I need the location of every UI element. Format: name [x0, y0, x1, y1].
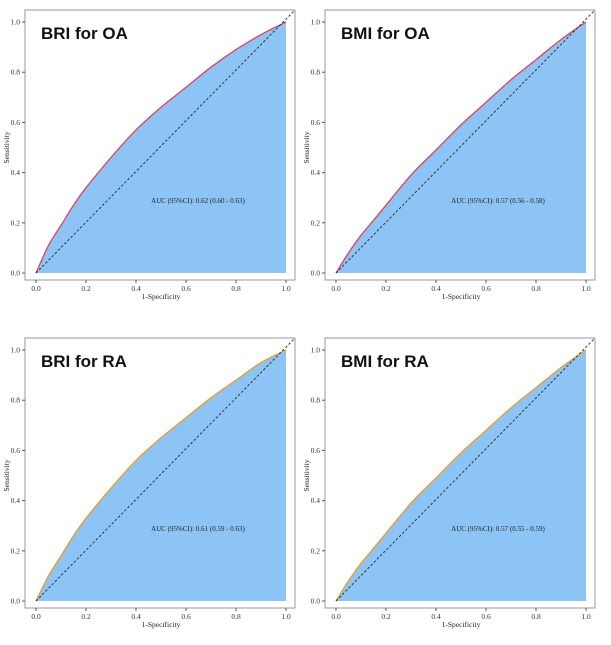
chart-1-x-axis-label: 1-Specificity	[442, 292, 481, 301]
chart-3-y-tick-label: 0.2	[311, 546, 321, 555]
chart-3-chart-title: BMI for RA	[341, 352, 429, 371]
roc-chart-bmi-ra: 0.0 0.0 0.2 0.2 0.4 0.4 0.6 0.6 0.8 0.8 1.0 1.0 1-Sp…	[302, 337, 596, 629]
chart-0-y-tick-label: 0.4	[11, 168, 21, 177]
chart-1-y-tick-label: 1.0	[311, 18, 321, 27]
roc-panel-bmi-oa: 0.0 0.0 0.2 0.2 0.4 0.4 0.6 0.6 0.8 0.8 1.0 1.0 1-Sp…	[300, 0, 605, 315]
chart-0-chart-title: BRI for OA	[41, 24, 128, 43]
chart-0-x-tick-label: 0.4	[131, 284, 141, 293]
chart-3-roc-curve	[335, 349, 587, 602]
chart-2-auc-annotation: AUC (95%CI): 0.61 (0.59 - 0.63)	[151, 525, 245, 533]
chart-2-auc-area	[36, 350, 286, 601]
chart-1-x-tick-label: 0.2	[381, 284, 391, 293]
chart-1-x-tick-label: 0.8	[531, 284, 541, 293]
chart-0-x-tick-label: 0.8	[231, 284, 241, 293]
chart-1-x-tick-label: 0.0	[331, 284, 341, 293]
chart-0-y-tick-label: 0.8	[11, 68, 21, 77]
chart-2-x-tick-label: 1.0	[281, 612, 291, 621]
chart-0-roc-curve	[35, 21, 287, 274]
roc-panel-bri-ra: 0.0 0.0 0.2 0.2 0.4 0.4 0.6 0.6 0.8 0.8 1.0 1.0 1-Sp…	[0, 328, 305, 643]
chart-2-x-tick-label: 0.8	[231, 612, 241, 621]
chart-1-reference-diagonal	[335, 9, 596, 274]
chart-1-auc-annotation: AUC (95%CI): 0.57 (0.56 - 0.58)	[451, 197, 545, 205]
chart-1-y-tick-label: 0.2	[311, 218, 321, 227]
chart-1-x-tick-label: 0.4	[431, 284, 441, 293]
chart-2-chart-title: BRI for RA	[41, 352, 127, 371]
chart-1-y-axis-label: Sensitivity	[302, 131, 311, 163]
chart-2-x-tick-label: 0.6	[181, 612, 191, 621]
chart-1-y-tick-label: 0.8	[311, 68, 321, 77]
chart-3-x-tick-label: 0.2	[381, 612, 391, 621]
chart-2-x-tick-label: 0.4	[131, 612, 141, 621]
chart-0-x-tick-label: 0.6	[181, 284, 191, 293]
chart-3-x-tick-label: 1.0	[581, 612, 591, 621]
chart-2-y-tick-label: 0.2	[11, 546, 21, 555]
chart-3-y-tick-label: 0.8	[311, 396, 321, 405]
chart-2-y-tick-label: 0.0	[11, 597, 21, 606]
chart-0-x-tick-label: 0.0	[31, 284, 41, 293]
chart-3-y-tick-label: 0.4	[311, 496, 321, 505]
chart-0-y-tick-label: 0.2	[11, 218, 21, 227]
roc-panel-bmi-ra: 0.0 0.0 0.2 0.2 0.4 0.4 0.6 0.6 0.8 0.8 1.0 1.0 1-Sp…	[300, 328, 605, 643]
chart-3-y-tick-label: 0.6	[311, 446, 321, 455]
chart-2-x-axis-label: 1-Specificity	[142, 620, 181, 629]
chart-2-y-tick-label: 1.0	[11, 346, 21, 355]
chart-3-auc-area	[336, 350, 586, 601]
chart-2-roc-curve	[35, 349, 287, 602]
chart-2-y-tick-label: 0.8	[11, 396, 21, 405]
chart-1-y-tick-label: 0.0	[311, 269, 321, 278]
chart-0-x-axis-label: 1-Specificity	[142, 292, 181, 301]
chart-0-reference-diagonal	[35, 9, 296, 274]
chart-3-y-tick-label: 0.0	[311, 597, 321, 606]
roc-panel-bri-oa: 0.0 0.0 0.2 0.2 0.4 0.4 0.6 0.6 0.8 0.8 1.0 1.0 1-Sp…	[0, 0, 305, 315]
chart-0-auc-area	[36, 22, 286, 273]
chart-1-x-tick-label: 0.6	[481, 284, 491, 293]
chart-0-x-tick-label: 1.0	[281, 284, 291, 293]
chart-0-y-tick-label: 1.0	[11, 18, 21, 27]
chart-3-y-tick-label: 1.0	[311, 346, 321, 355]
chart-3-auc-annotation: AUC (95%CI): 0.57 (0.55 - 0.59)	[451, 525, 545, 533]
chart-3-reference-diagonal	[335, 337, 596, 602]
chart-3-x-axis-label: 1-Specificity	[442, 620, 481, 629]
chart-3-x-tick-label: 0.6	[481, 612, 491, 621]
chart-1-roc-curve	[335, 21, 587, 274]
chart-2-y-tick-label: 0.6	[11, 446, 21, 455]
chart-2-x-tick-label: 0.0	[31, 612, 41, 621]
roc-chart-bri-ra: 0.0 0.0 0.2 0.2 0.4 0.4 0.6 0.6 0.8 0.8 1.0 1.0 1-Sp…	[2, 337, 296, 629]
chart-3-y-axis-label: Sensitivity	[302, 459, 311, 491]
chart-1-y-tick-label: 0.4	[311, 168, 321, 177]
chart-0-y-tick-label: 0.6	[11, 118, 21, 127]
chart-3-x-tick-label: 0.4	[431, 612, 441, 621]
chart-3-x-tick-label: 0.8	[531, 612, 541, 621]
chart-3-x-tick-label: 0.0	[331, 612, 341, 621]
roc-chart-bmi-oa: 0.0 0.0 0.2 0.2 0.4 0.4 0.6 0.6 0.8 0.8 1.0 1.0 1-Sp…	[302, 9, 596, 301]
chart-2-y-axis-label: Sensitivity	[2, 459, 11, 491]
chart-0-auc-annotation: AUC (95%CI): 0.62 (0.60 - 0.63)	[151, 197, 245, 205]
chart-0-x-tick-label: 0.2	[81, 284, 91, 293]
chart-0-y-tick-label: 0.0	[11, 269, 21, 278]
chart-1-x-tick-label: 1.0	[581, 284, 591, 293]
chart-0-y-axis-label: Sensitivity	[2, 131, 11, 163]
chart-1-y-tick-label: 0.6	[311, 118, 321, 127]
chart-2-y-tick-label: 0.4	[11, 496, 21, 505]
chart-1-auc-area	[336, 22, 586, 273]
chart-2-reference-diagonal	[35, 337, 296, 602]
roc-chart-bri-oa: 0.0 0.0 0.2 0.2 0.4 0.4 0.6 0.6 0.8 0.8 1.0 1.0 1-Sp…	[2, 9, 296, 301]
chart-1-chart-title: BMI for OA	[341, 24, 430, 43]
chart-2-x-tick-label: 0.2	[81, 612, 91, 621]
